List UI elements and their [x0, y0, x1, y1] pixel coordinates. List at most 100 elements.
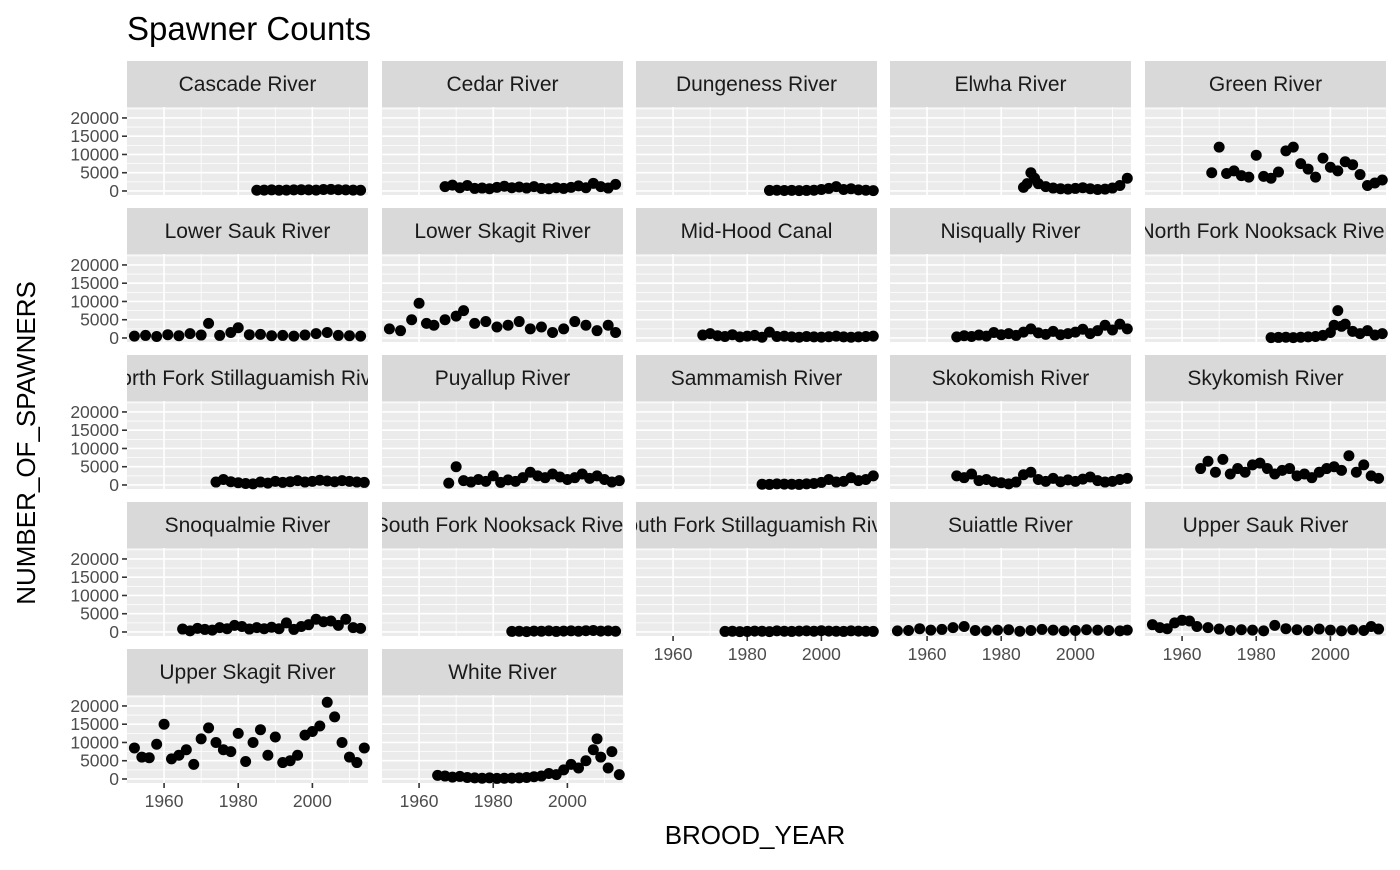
facet-label: Mid-Hood Canal [681, 220, 833, 243]
panel-background [636, 254, 877, 342]
data-point [343, 330, 355, 342]
data-point [610, 178, 622, 190]
y-tick-label: 5000 [80, 310, 119, 330]
y-tick-label: 5000 [80, 604, 119, 624]
data-point [1280, 623, 1292, 635]
y-tick-label: 5000 [80, 163, 119, 183]
data-point [173, 330, 185, 342]
data-point [569, 316, 581, 328]
data-point [969, 625, 981, 637]
x-tick-label: 2000 [293, 791, 332, 811]
data-point [1354, 169, 1366, 181]
x-tick-label: 1980 [982, 644, 1021, 664]
data-point [1161, 623, 1173, 635]
data-point [232, 727, 244, 739]
facet-strip [1145, 502, 1386, 548]
facet-label: Skokomish River [932, 367, 1090, 390]
panel-suiattle-river: Suiattle River 1960 1980 2000 [890, 502, 1133, 664]
facet-strip [636, 61, 877, 107]
x-tick-label: 1980 [474, 791, 513, 811]
panel-background [127, 695, 368, 783]
facet-strip [127, 61, 368, 107]
y-tick-label: 10000 [70, 585, 119, 605]
data-point [573, 762, 585, 774]
data-point [867, 330, 879, 342]
data-point [1247, 624, 1259, 636]
x-tick-label: 2000 [1056, 644, 1095, 664]
data-point [1025, 466, 1037, 478]
panel-elwha-river: Elwha River [890, 61, 1133, 196]
y-tick-label: 5000 [80, 457, 119, 477]
panel-background [382, 107, 623, 195]
panel-background [127, 401, 368, 489]
data-point [1081, 624, 1093, 636]
data-point [1195, 463, 1207, 475]
data-point [1121, 323, 1133, 335]
panel-background [127, 107, 368, 195]
y-tick-label: 20000 [70, 696, 119, 716]
facet-strip [127, 649, 368, 695]
data-point [1239, 466, 1251, 478]
facet-label: Green River [1209, 73, 1322, 96]
data-point [1358, 459, 1370, 471]
data-point [1243, 171, 1255, 183]
y-tick-label: 0 [109, 181, 119, 201]
data-point [355, 184, 367, 196]
data-point [188, 758, 200, 770]
data-point [140, 329, 152, 341]
data-point [1224, 625, 1236, 637]
x-tick-label: 1960 [654, 644, 693, 664]
panel-green-river: Green River [1145, 61, 1388, 195]
data-point [180, 744, 192, 756]
data-point [1376, 328, 1388, 340]
facet-strip [890, 502, 1131, 548]
y-tick-label: 15000 [70, 273, 119, 293]
panel-cedar-river: Cedar River [382, 61, 623, 195]
facet-label: Snoqualmie River [165, 514, 331, 537]
data-point [1347, 159, 1359, 171]
data-point [269, 731, 281, 743]
data-point [1121, 472, 1133, 484]
panel-background [890, 107, 1131, 195]
x-tick-label: 1960 [145, 791, 184, 811]
data-point [439, 314, 451, 326]
data-point [247, 736, 259, 748]
facet-label: Dungeness River [676, 73, 837, 96]
data-point [867, 185, 879, 197]
panel-skykomish-river: Skykomish River [1145, 355, 1386, 489]
panel-skokomish-river: Skokomish River [890, 355, 1133, 490]
data-point [1058, 625, 1070, 637]
data-point [1332, 305, 1344, 317]
data-point [232, 322, 244, 334]
data-point [254, 328, 266, 340]
data-point [487, 470, 499, 482]
y-tick-label: 0 [109, 622, 119, 642]
data-point [288, 330, 300, 342]
facet-label: Upper Skagit River [159, 661, 335, 684]
data-point [1291, 624, 1303, 636]
data-point [914, 623, 926, 635]
data-point [1121, 172, 1133, 184]
facet-strip [382, 208, 623, 254]
y-tick-label: 0 [109, 328, 119, 348]
data-point [1284, 463, 1296, 475]
data-point [262, 749, 274, 761]
data-point [1250, 149, 1262, 161]
data-point [151, 738, 163, 750]
facet-strip [382, 355, 623, 401]
data-point [1010, 476, 1022, 488]
data-point [1310, 171, 1322, 183]
data-point [1014, 625, 1026, 637]
x-tick-label: 1960 [1163, 644, 1202, 664]
x-tick-label: 1980 [1237, 644, 1276, 664]
data-point [602, 319, 614, 331]
panel-sammamish-river: Sammamish River [636, 355, 879, 490]
facet-label: Cedar River [446, 73, 558, 96]
facet-label: Cascade River [179, 73, 317, 96]
data-point [469, 317, 481, 329]
data-point [332, 329, 344, 341]
panel-background [382, 548, 623, 636]
